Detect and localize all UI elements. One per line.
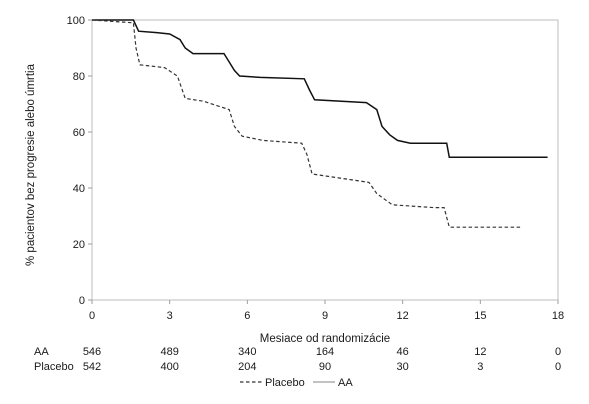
risk-value: 0 <box>555 346 561 358</box>
series-layer <box>91 19 548 228</box>
legend-label-aa: AA <box>338 377 353 389</box>
risk-value: 3 <box>477 361 483 373</box>
y-tick-label: 60 <box>73 127 85 139</box>
series-line-aa <box>92 19 548 158</box>
risk-value: 0 <box>555 361 561 373</box>
x-axis-title: Mesiace od randomizácie <box>260 333 390 345</box>
risk-value: 546 <box>83 346 101 358</box>
risk-value: 489 <box>160 346 178 358</box>
risk-value: 204 <box>238 361 256 373</box>
x-tick-label: 15 <box>474 310 486 322</box>
risk-value: 12 <box>474 346 486 358</box>
x-tick-label: 9 <box>322 310 328 322</box>
axes: 0 20 40 60 80 100 0 3 6 9 12 15 18 <box>67 15 564 322</box>
x-tick-label: 12 <box>397 310 409 322</box>
risk-value: 30 <box>397 361 409 373</box>
x-tick-label: 0 <box>89 310 95 322</box>
risk-row-label: AA <box>34 346 49 358</box>
y-tick-label: 0 <box>79 295 85 307</box>
risk-value: 46 <box>397 346 409 358</box>
y-tick-label: 20 <box>73 239 85 251</box>
y-tick-label: 80 <box>73 71 85 83</box>
x-tick-label: 3 <box>167 310 173 322</box>
x-tick-label: 18 <box>552 310 564 322</box>
risk-value: 400 <box>160 361 178 373</box>
risk-value: 542 <box>83 361 101 373</box>
series-line-placebo <box>91 19 522 228</box>
y-tick-label: 100 <box>67 15 85 27</box>
plot-frame <box>91 19 559 301</box>
risk-row-label: Placebo <box>34 361 74 373</box>
y-axis-title: % pacientov bez progresie alebo úmrtia <box>25 63 37 266</box>
risk-value: 340 <box>238 346 256 358</box>
legend-label-placebo: Placebo <box>265 377 305 389</box>
risk-value: 164 <box>316 346 334 358</box>
risk-value: 90 <box>319 361 331 373</box>
plot-area <box>91 19 559 301</box>
y-tick-label: 40 <box>73 183 85 195</box>
x-tick-label: 6 <box>244 310 250 322</box>
legend: Placebo AA <box>240 377 353 389</box>
